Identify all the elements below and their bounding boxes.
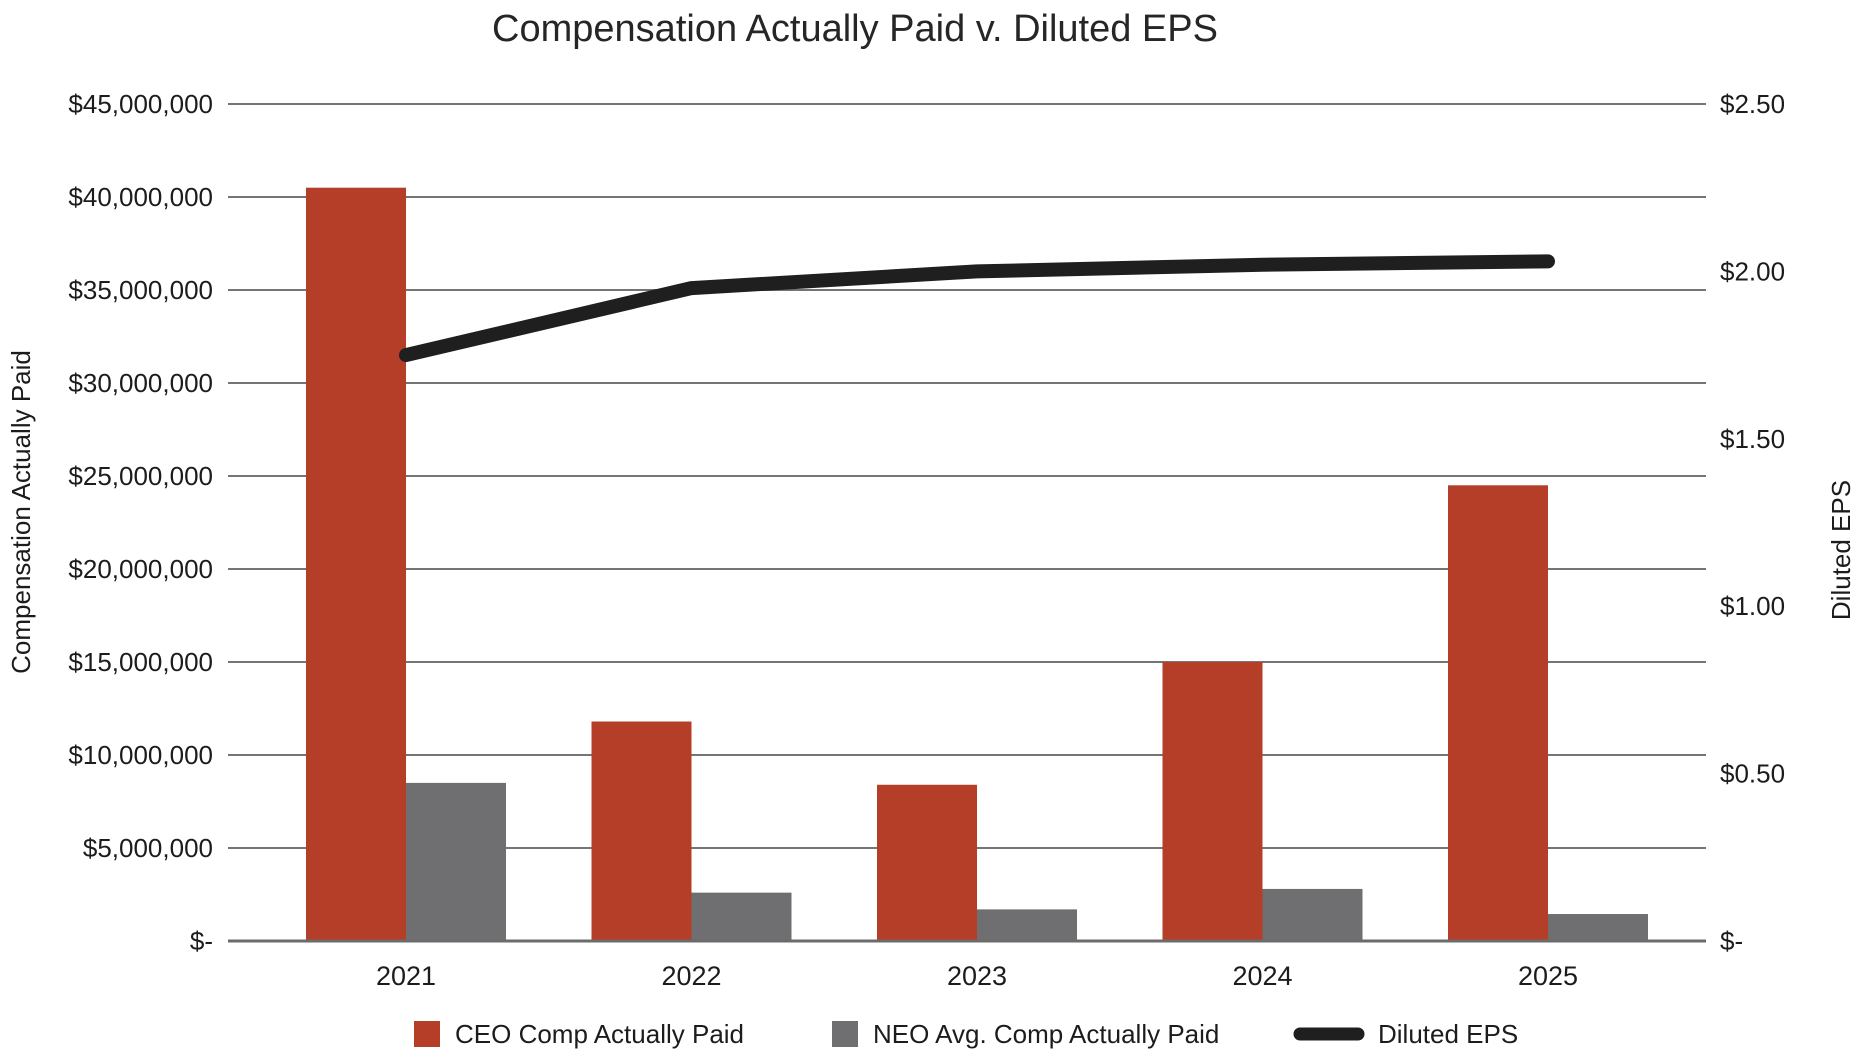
bar-neo-2022 [691, 892, 792, 941]
bar-neo-2021 [406, 782, 506, 941]
left-axis-tick-label: $10,000,000 [68, 740, 213, 770]
left-axis-tick-label: $35,000,000 [68, 275, 213, 305]
x-axis-tick-label: 2022 [661, 961, 721, 991]
bar-neo-2024 [1262, 888, 1363, 941]
x-axis-tick-label: 2025 [1518, 961, 1578, 991]
right-axis-tick-label: $1.00 [1720, 591, 1785, 621]
chart-title: Compensation Actually Paid v. Diluted EP… [492, 8, 1218, 50]
x-axis-tick-label: 2023 [947, 961, 1007, 991]
bar-ceo-2021 [306, 187, 406, 941]
bars [306, 187, 1648, 941]
left-axis-tick-label: $15,000,000 [68, 647, 213, 677]
left-axis-tick-label: $- [190, 926, 213, 956]
right-axis-tick-labels: $2.50 $2.00 $1.50 $1.00 $0.50 $- [1720, 89, 1785, 956]
legend-item-neo: NEO Avg. Comp Actually Paid [832, 1019, 1219, 1049]
bar-ceo-2022 [591, 721, 692, 941]
left-axis-tick-label: $20,000,000 [68, 554, 213, 584]
legend-swatch-square [414, 1021, 440, 1047]
right-axis-tick-label: $2.50 [1720, 89, 1785, 119]
legend-item-eps: Diluted EPS [1293, 1019, 1518, 1049]
bar-ceo-2024 [1162, 662, 1263, 941]
right-axis-tick-label: $2.00 [1720, 256, 1785, 286]
eps-line [399, 254, 1555, 363]
legend-swatch-square [832, 1021, 858, 1047]
legend-item-label: NEO Avg. Comp Actually Paid [873, 1019, 1219, 1049]
legend: CEO Comp Actually Paid NEO Avg. Comp Actu… [414, 1019, 1518, 1049]
bar-neo-2023 [977, 909, 1077, 941]
x-axis-tick-label: 2021 [376, 961, 436, 991]
legend-item-label: CEO Comp Actually Paid [455, 1019, 744, 1049]
left-axis-tick-labels: $45,000,000 $40,000,000 $35,000,000 $30,000… [68, 89, 213, 956]
left-axis-title: Compensation Actually Paid [6, 350, 36, 674]
x-axis-tick-label: 2024 [1232, 961, 1292, 991]
bar-ceo-2023 [877, 784, 977, 941]
left-axis-tick-label: $45,000,000 [68, 89, 213, 119]
left-axis-tick-label: $25,000,000 [68, 461, 213, 491]
legend-item-label: Diluted EPS [1378, 1019, 1518, 1049]
right-axis-tick-label: $0.50 [1720, 759, 1785, 789]
right-axis-tick-label: $- [1720, 926, 1743, 956]
bar-ceo-2025 [1448, 485, 1548, 941]
x-axis-tick-labels: 2021 2022 2023 2024 2025 [376, 961, 1578, 991]
legend-item-ceo: CEO Comp Actually Paid [414, 1019, 744, 1049]
bar-neo-2025 [1548, 914, 1648, 941]
left-axis-tick-label: $40,000,000 [68, 182, 213, 212]
left-axis-tick-label: $5,000,000 [83, 833, 213, 863]
left-axis-tick-label: $30,000,000 [68, 368, 213, 398]
right-axis-title: Diluted EPS [1826, 480, 1856, 620]
eps-line-group [399, 254, 1555, 363]
right-axis-tick-label: $1.50 [1720, 424, 1785, 454]
